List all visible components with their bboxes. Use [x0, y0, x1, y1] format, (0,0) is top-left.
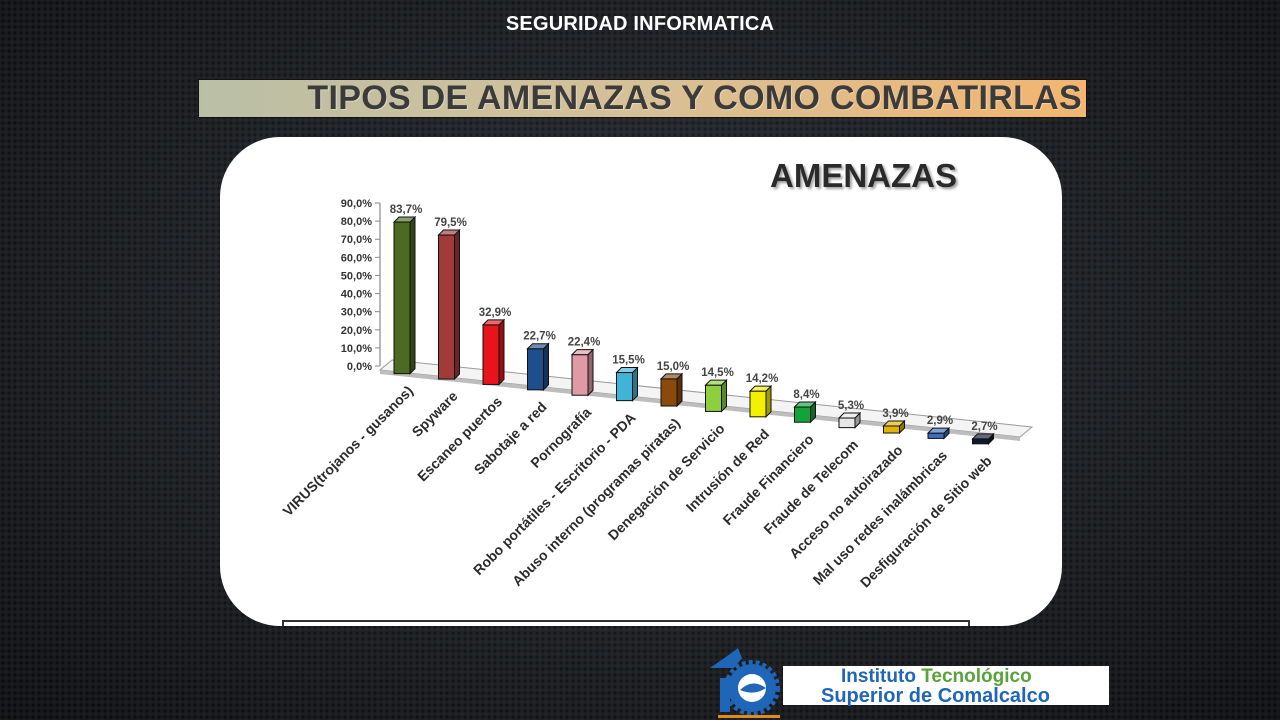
- y-tick-label: 40,0%: [341, 289, 372, 301]
- bar-top: [570, 349, 595, 356]
- x-tick-label: Escaneo puertos: [414, 393, 505, 484]
- data-label: 14,5%: [701, 367, 734, 379]
- bar-front: [616, 372, 633, 402]
- data-label: 14,2%: [746, 373, 779, 385]
- bar-top: [926, 427, 951, 434]
- institute-emblem-icon: [710, 648, 780, 716]
- bar-front: [794, 406, 811, 423]
- logo-text-box: Instituto Tecnológico Superior de Comalc…: [783, 666, 1109, 707]
- bar-top: [837, 412, 862, 419]
- y-tick-label: 90,0%: [341, 198, 372, 210]
- data-label: 15,5%: [612, 355, 645, 367]
- bar-front: [883, 425, 900, 434]
- slide-title: TIPOS DE AMENAZAS Y COMO COMBATIRLAS: [307, 79, 1082, 117]
- data-label: 8,4%: [793, 389, 819, 401]
- logo-word-tecnologico: Tecnológico: [921, 666, 1032, 687]
- y-tick-label: 10,0%: [341, 343, 372, 355]
- data-label: 32,9%: [479, 307, 512, 319]
- panel-divider: [282, 620, 970, 622]
- bar-front: [972, 438, 989, 445]
- bar-side: [543, 342, 549, 392]
- bar-top: [793, 401, 817, 408]
- bar: [837, 411, 862, 429]
- bar-front: [482, 324, 500, 385]
- y-tick-label: 80,0%: [341, 216, 372, 228]
- bar-front: [393, 221, 411, 375]
- bar: [392, 215, 417, 375]
- bar-top: [882, 420, 906, 427]
- bar-front: [527, 348, 544, 391]
- logo-underline: [718, 715, 780, 718]
- bar-side: [587, 348, 594, 397]
- data-label: 2,7%: [971, 421, 997, 433]
- bar: [481, 318, 506, 386]
- bar: [526, 342, 550, 392]
- x-tick-label: Spyware: [409, 388, 461, 440]
- logo-line-2: Superior de Comalcalco: [821, 685, 1050, 707]
- bar-front: [571, 354, 589, 396]
- bar-side: [409, 215, 416, 375]
- y-tick-label: 20,0%: [341, 325, 372, 337]
- x-tick-label: Fraude de Telecom: [760, 436, 861, 537]
- x-tick-label: Fraude Financiero: [719, 431, 816, 528]
- bar: [659, 372, 684, 408]
- bar: [615, 366, 639, 402]
- bar: [748, 384, 773, 419]
- data-label: 5,3%: [838, 400, 864, 412]
- bar-top: [704, 379, 728, 386]
- y-tick-label: 0,0%: [347, 361, 372, 373]
- x-tick-label: VIRUS(trojanos - gusanos): [279, 382, 416, 519]
- bar-top: [437, 229, 461, 236]
- threats-bar-chart: AMENAZAS 0,0% 10,0% 20,0% 30,0% 40,0% 50,0% 60…: [279, 157, 1034, 590]
- bar-top: [526, 343, 550, 350]
- title-banner: TIPOS DE AMENAZAS Y COMO COMBATIRLAS: [198, 79, 1087, 118]
- bar: [437, 228, 461, 381]
- data-label: 3,9%: [882, 408, 908, 420]
- logo-line-1: Instituto Tecnológico: [841, 666, 1032, 688]
- bar-front: [438, 234, 455, 380]
- bar: [570, 348, 595, 397]
- bar-top: [748, 385, 773, 392]
- bar-top: [659, 373, 684, 380]
- bar: [971, 432, 995, 446]
- panel-divider-left: [282, 620, 284, 626]
- data-label: 22,7%: [523, 331, 556, 343]
- bar: [704, 378, 728, 413]
- subject-heading: SEGURIDAD INFORMATICA: [505, 13, 775, 35]
- bar-top: [392, 216, 417, 223]
- bar-front: [660, 378, 678, 407]
- y-tick-label: 30,0%: [341, 307, 372, 319]
- bar-top: [615, 367, 639, 374]
- y-tick-label: 70,0%: [341, 234, 372, 246]
- bar-front: [705, 384, 722, 412]
- data-label: 15,0%: [657, 361, 690, 373]
- y-tick-label: 60,0%: [341, 252, 372, 264]
- bar: [793, 400, 817, 424]
- bar-front: [749, 390, 767, 418]
- bar-top: [481, 319, 506, 326]
- data-label: 22,4%: [568, 337, 601, 349]
- bar-side: [454, 228, 460, 381]
- chart-title: AMENAZAS: [770, 157, 957, 194]
- panel-divider-right: [968, 620, 970, 626]
- bar-side: [632, 366, 638, 402]
- bar-front: [838, 417, 856, 429]
- y-tick-label: 50,0%: [341, 270, 372, 282]
- chart-panel: AMENAZAS 0,0% 10,0% 20,0% 30,0% 40,0% 50,0% 60…: [220, 137, 1062, 626]
- bar-side: [498, 318, 505, 386]
- logo-word-instituto: Instituto: [841, 666, 916, 687]
- bar: [882, 419, 906, 435]
- data-label: 83,7%: [390, 204, 423, 216]
- data-label: 2,9%: [927, 415, 953, 427]
- bar-top: [971, 433, 995, 440]
- institution-logo: Instituto Tecnológico Superior de Comalc…: [708, 648, 1110, 720]
- bar-front: [927, 432, 945, 439]
- data-label: 79,5%: [434, 217, 467, 229]
- bar: [926, 426, 951, 440]
